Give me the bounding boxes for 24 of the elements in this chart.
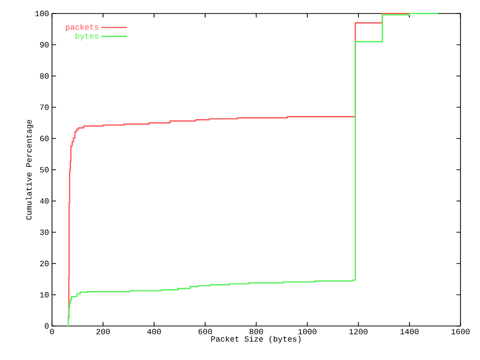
y-tick-label: 100 [35,10,49,16]
legend-label: bytes [76,32,98,40]
y-tick-label: 20 [40,260,49,266]
y-tick-label: 90 [40,42,49,48]
y-tick-label: 10 [40,292,49,298]
legend-label: packets [66,24,98,32]
y-tick-label: 40 [40,198,49,204]
x-tick-label: 1000 [298,328,316,334]
y-tick-label: 80 [40,73,49,79]
y-tick-label: 30 [40,230,49,235]
x-tick-label: 0 [50,328,54,334]
y-tick-label: 70 [40,104,49,110]
x-tick-label: 1400 [400,328,419,334]
x-axis-title: Packet Size (bytes) [211,336,301,344]
x-tick-label: 200 [96,328,110,334]
y-tick-label: 60 [40,136,49,142]
x-tick-label: 1600 [451,328,470,334]
y-tick-label: 0 [44,323,49,329]
y-tick-label: 50 [40,167,49,172]
x-tick-label: 1200 [349,328,368,334]
x-tick-label: 400 [147,328,161,334]
x-tick-label: 800 [250,328,263,334]
y-axis-title: Cumulative Percentage [26,120,34,220]
x-tick-label: 600 [198,328,212,334]
